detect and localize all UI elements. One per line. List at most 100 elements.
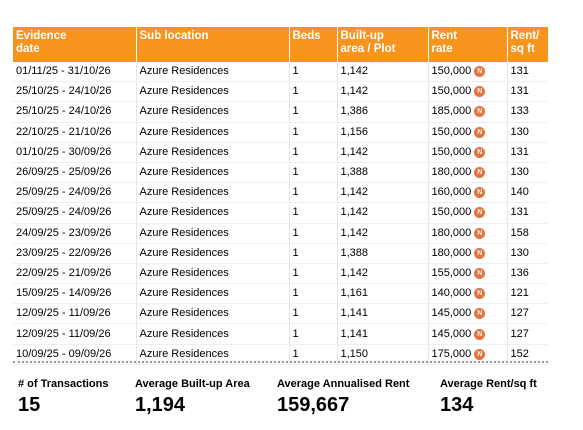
- rent-value-group: 145,000 N: [432, 325, 504, 344]
- area-cell: 1,150: [336, 344, 428, 365]
- header-evidence-date: Evidence date: [13, 27, 136, 62]
- table-row: 22/09/25 - 21/09/26 Azure Residences 1 1,14…: [13, 263, 548, 285]
- rent-value: 150,000: [431, 65, 472, 78]
- date-cell: 25/09/25 - 24/09/26: [13, 202, 136, 224]
- area-cell: 1,142: [336, 62, 428, 83]
- stat-value: 159,667: [277, 394, 350, 416]
- rent-value: 140,000: [431, 287, 472, 300]
- area-cell: 1,142: [336, 263, 428, 285]
- rent-cell: 180,000 N: [427, 162, 507, 184]
- location-cell: Azure Residences: [135, 122, 289, 143]
- header-rent-per-sqft: Rent/sq ft: [506, 27, 548, 62]
- table-row: 12/09/25 - 11/09/26 Azure Residences 1 1,14…: [13, 323, 548, 345]
- rent-value-group: 150,000 N: [432, 123, 504, 142]
- table-row: 01/10/25 - 30/09/26 Azure Residences 1 1,14…: [13, 142, 548, 163]
- rent-cell: 160,000 N: [427, 182, 507, 204]
- rent-sqft-cell: 130: [506, 122, 548, 143]
- rent-sqft-cell: 130: [506, 162, 548, 184]
- area-cell: 1,142: [336, 142, 428, 163]
- location-cell: Azure Residences: [135, 202, 289, 224]
- new-badge-icon: N: [474, 288, 486, 300]
- beds-cell: 1: [288, 303, 337, 325]
- new-badge-icon: N: [474, 106, 486, 118]
- new-badge-icon: N: [474, 267, 486, 279]
- rent-value-group: 155,000 N: [432, 264, 504, 283]
- rent-value-group: 150,000 N: [432, 62, 504, 81]
- new-badge-icon: N: [474, 167, 486, 179]
- date-cell: 22/10/25 - 21/10/26: [13, 122, 136, 143]
- table-header-row: Evidence date Sub location Beds Built-up a…: [13, 27, 548, 62]
- area-cell: 1,142: [336, 223, 428, 244]
- stat-label: Average Annualised Rent: [277, 378, 410, 390]
- date-cell: 23/09/25 - 22/09/26: [13, 243, 136, 264]
- rent-value: 180,000: [431, 246, 472, 259]
- header-sub-location: Sub location: [135, 27, 289, 62]
- rent-sqft-cell: 140: [506, 182, 548, 204]
- beds-cell: 1: [288, 323, 337, 345]
- area-cell: 1,142: [336, 81, 428, 103]
- location-cell: Azure Residences: [135, 243, 289, 264]
- stat-label: # of Transactions: [18, 378, 109, 390]
- new-badge-icon: N: [474, 348, 486, 360]
- rent-value: 150,000: [431, 145, 472, 158]
- rent-value-group: 150,000 N: [432, 203, 504, 222]
- date-cell: 22/09/25 - 21/09/26: [13, 263, 136, 285]
- rent-value: 145,000: [431, 327, 472, 340]
- date-cell: 01/10/25 - 30/09/26: [13, 142, 136, 163]
- rent-cell: 145,000 N: [427, 303, 507, 325]
- beds-cell: 1: [288, 182, 337, 204]
- date-cell: 25/10/25 - 24/10/26: [13, 101, 136, 123]
- beds-cell: 1: [288, 162, 337, 184]
- rent-sqft-cell: 130: [506, 243, 548, 264]
- table-row: 26/09/25 - 25/09/26 Azure Residences 1 1,38…: [13, 162, 548, 184]
- rent-cell: 150,000 N: [427, 202, 507, 224]
- table-row: 10/09/25 - 09/09/26 Azure Residences 1 1,15…: [13, 344, 548, 365]
- rent-value-group: 180,000 N: [432, 163, 504, 182]
- area-cell: 1,142: [336, 202, 428, 224]
- new-badge-icon: N: [474, 146, 486, 158]
- table-row: 24/09/25 - 23/09/26 Azure Residences 1 1,14…: [13, 223, 548, 244]
- location-cell: Azure Residences: [135, 182, 289, 204]
- rent-value-group: 140,000 N: [432, 284, 504, 303]
- rent-value: 160,000: [431, 186, 472, 199]
- rent-value-group: 180,000 N: [432, 224, 504, 243]
- rent-sqft-cell: 127: [506, 323, 548, 345]
- date-cell: 12/09/25 - 11/09/26: [13, 323, 136, 345]
- location-cell: Azure Residences: [135, 223, 289, 244]
- beds-cell: 1: [288, 263, 337, 285]
- stat-average-rent-sqft: Average Rent/sq ft 134: [440, 378, 537, 417]
- beds-cell: 1: [288, 344, 337, 365]
- stat-label: Average Built-up Area: [135, 378, 250, 390]
- location-cell: Azure Residences: [135, 344, 289, 365]
- beds-cell: 1: [288, 62, 337, 83]
- rent-value-group: 150,000 N: [432, 143, 504, 162]
- rent-value: 180,000: [431, 226, 472, 239]
- area-cell: 1,156: [336, 122, 428, 143]
- rent-value: 150,000: [431, 206, 472, 219]
- location-cell: Azure Residences: [135, 101, 289, 123]
- rent-cell: 150,000 N: [427, 122, 507, 143]
- location-cell: Azure Residences: [135, 263, 289, 285]
- beds-cell: 1: [288, 122, 337, 143]
- location-cell: Azure Residences: [135, 142, 289, 163]
- table-row: 25/10/25 - 24/10/26 Azure Residences 1 1,38…: [13, 101, 548, 123]
- rent-value-group: 145,000 N: [432, 304, 504, 323]
- rent-sqft-cell: 136: [506, 263, 548, 285]
- rent-value-group: 180,000 N: [432, 244, 504, 263]
- new-badge-icon: N: [474, 328, 486, 340]
- rent-value: 175,000: [431, 347, 472, 360]
- date-cell: 25/09/25 - 24/09/26: [13, 182, 136, 204]
- rent-sqft-cell: 131: [506, 81, 548, 103]
- table-row: 25/09/25 - 24/09/26 Azure Residences 1 1,14…: [13, 182, 548, 204]
- area-cell: 1,142: [336, 182, 428, 204]
- rent-sqft-cell: 131: [506, 62, 548, 83]
- location-cell: Azure Residences: [135, 81, 289, 103]
- stat-value: 134: [440, 394, 474, 416]
- table-row: 12/09/25 - 11/09/26 Azure Residences 1 1,14…: [13, 303, 548, 325]
- date-cell: 26/09/25 - 25/09/26: [13, 162, 136, 184]
- table-row: 15/09/25 - 14/09/26 Azure Residences 1 1,16…: [13, 283, 548, 305]
- rent-sqft-cell: 131: [506, 202, 548, 224]
- location-cell: Azure Residences: [135, 162, 289, 184]
- beds-cell: 1: [288, 142, 337, 163]
- location-cell: Azure Residences: [135, 323, 289, 345]
